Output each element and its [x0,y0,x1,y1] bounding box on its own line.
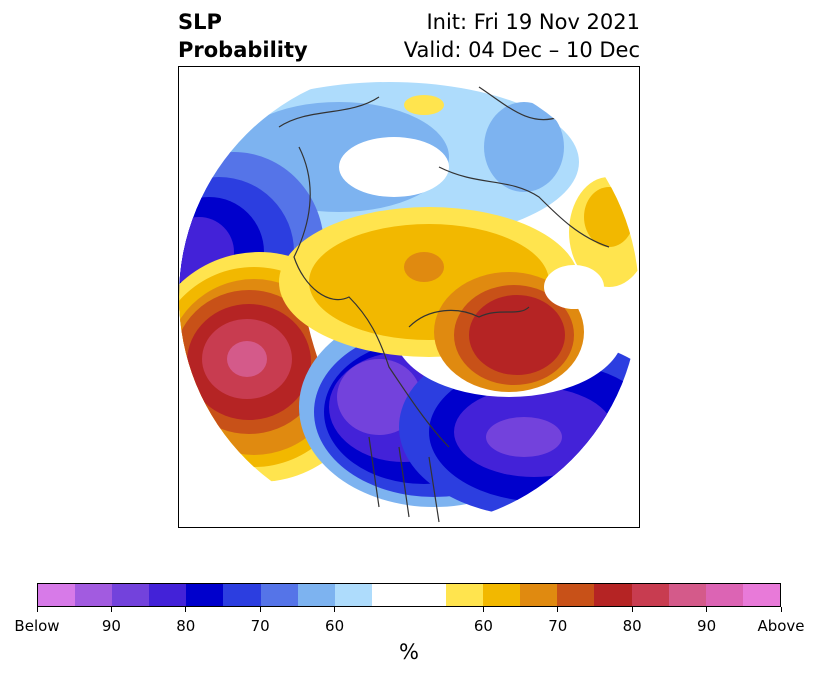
colorbar-segment [742,584,780,606]
colorbar-tick-label: 80 [176,617,196,635]
colorbar-tick [185,607,187,612]
colorbar-tick-label: 60 [325,617,345,635]
polar-map [179,67,639,527]
colorbar-tick [36,607,38,612]
colorbar-segment [260,584,298,606]
colorbar-segment [75,584,113,606]
colorbar-tick-label: 80 [622,617,642,635]
colorbar [37,583,781,607]
init-date: Init: Fri 19 Nov 2021 [426,10,640,34]
colorbar-tick-label: 90 [697,617,717,635]
colorbar-tick-label: 70 [548,617,568,635]
colorbar-tick-label: 60 [473,617,493,635]
colorbar-segment [38,584,76,606]
colorbar-tick-label: Below [14,617,60,635]
colorbar-tick [259,607,261,612]
colorbar-tick-label: 90 [101,617,121,635]
colorbar-segment [520,584,558,606]
colorbar-segment [557,584,595,606]
colorbar-segment [371,584,409,606]
colorbar-tick [780,607,782,612]
colorbar-segment [668,584,706,606]
colorbar-segment [705,584,743,606]
title-variable: SLP [178,10,222,34]
colorbar-tick [334,607,336,612]
valid-range: Valid: 04 Dec – 10 Dec [403,38,640,62]
colorbar-segment [594,584,632,606]
colorbar-segment [149,584,187,606]
colorbar-segment [483,584,521,606]
colorbar-tick-label: 70 [250,617,270,635]
colorbar-segment [446,584,484,606]
title-quantity: Probability [178,38,308,62]
colorbar-segment [631,584,669,606]
map-dates: Init: Fri 19 Nov 2021 Valid: 04 Dec – 10… [404,8,640,64]
map-panel [178,66,640,528]
colorbar-segment [223,584,261,606]
colorbar-segment [297,584,335,606]
colorbar-segment [112,584,150,606]
colorbar-segment [186,584,224,606]
siberia-blue-zone [484,102,564,192]
probability-field [179,67,639,527]
map-title: SLP Probability [178,8,308,64]
colorbar-unit: % [399,640,419,664]
colorbar-segment [334,584,372,606]
colorbar-tick [110,607,112,612]
colorbar-tick [631,607,633,612]
colorbar-tick [557,607,559,612]
colorbar-tick [706,607,708,612]
colorbar-tick [482,607,484,612]
coastlines [278,86,610,523]
colorbar-tick-label: Above [757,617,805,635]
colorbar-segment [408,584,447,606]
